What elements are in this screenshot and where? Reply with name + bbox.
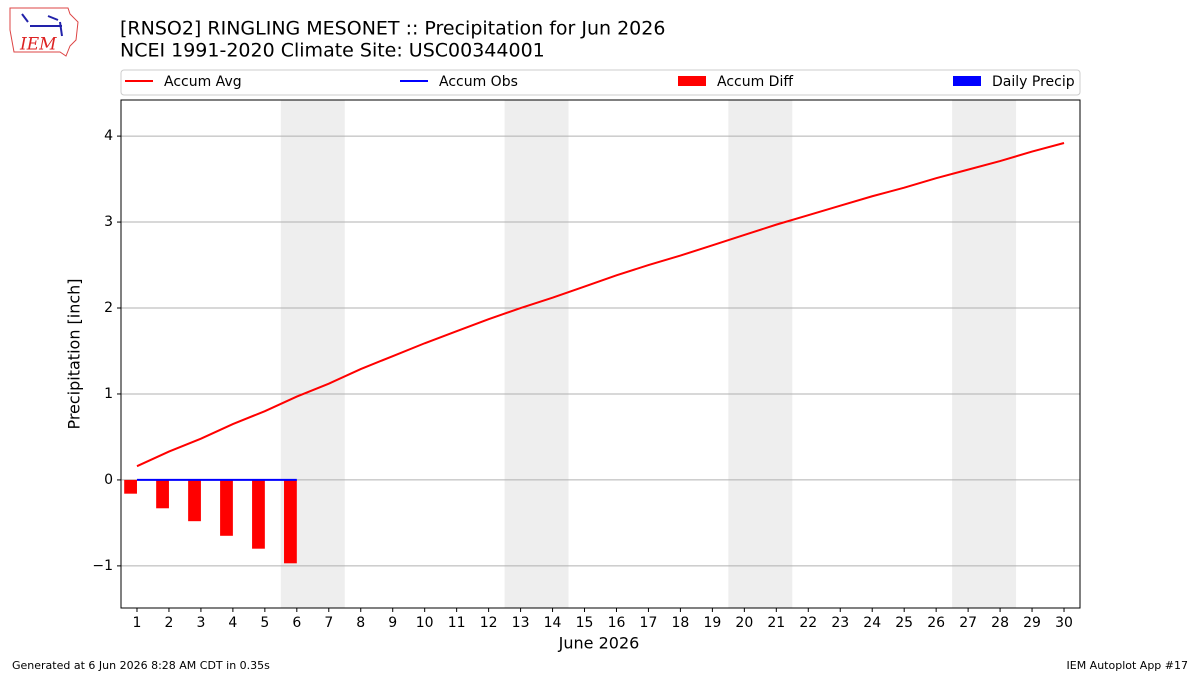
weekend-span — [728, 100, 793, 608]
x-tick-label: 13 — [512, 615, 530, 631]
x-tick-label: 12 — [480, 615, 498, 631]
plot-frame — [120, 99, 1081, 609]
logo-text: IEM — [19, 35, 57, 55]
x-tick-label: 22 — [799, 615, 817, 631]
y-tick-label: 2 — [104, 300, 113, 316]
bar — [252, 479, 265, 549]
x-tick-label: 30 — [1055, 615, 1073, 631]
footer-right: IEM Autoplot App #17 — [1067, 659, 1189, 672]
x-tick-label: 29 — [1023, 615, 1041, 631]
x-tick-label: 18 — [672, 615, 690, 631]
legend-label: Accum Obs — [439, 74, 518, 90]
bar — [188, 479, 201, 522]
x-tick-label: 28 — [991, 615, 1009, 631]
chart-title: [RNSO2] RINGLING MESONET :: Precipitatio… — [120, 18, 665, 40]
legend-label: Accum Avg — [164, 74, 242, 90]
x-tick-label: 2 — [164, 615, 173, 631]
bar — [220, 479, 233, 536]
y-tick-label: −1 — [92, 558, 113, 574]
legend-label: Accum Diff — [717, 74, 793, 90]
x-tick-label: 5 — [260, 615, 269, 631]
x-tick-label: 14 — [544, 615, 562, 631]
y-tick-label: 0 — [104, 472, 113, 488]
x-axis-label: June 2026 — [558, 634, 640, 653]
x-tick-label: 3 — [196, 615, 205, 631]
x-tick-label: 17 — [640, 615, 658, 631]
y-tick-label: 3 — [104, 214, 113, 230]
x-tick-label: 11 — [448, 615, 466, 631]
bar — [156, 479, 169, 509]
x-tick-label: 20 — [735, 615, 753, 631]
legend-swatch — [678, 76, 706, 86]
x-tick-label: 16 — [608, 615, 626, 631]
x-tick-label: 10 — [416, 615, 434, 631]
y-axis-label: Precipitation [inch] — [65, 278, 84, 429]
x-tick-label: 9 — [388, 615, 397, 631]
legend-label: Daily Precip — [992, 74, 1075, 90]
bar — [124, 479, 137, 494]
x-tick-label: 6 — [292, 615, 301, 631]
bar — [284, 479, 297, 564]
chart-subtitle: NCEI 1991-2020 Climate Site: USC00344001 — [120, 40, 545, 62]
x-tick-label: 15 — [576, 615, 594, 631]
x-tick-label: 8 — [356, 615, 365, 631]
logo-icon — [21, 13, 63, 37]
y-tick-label: 1 — [104, 386, 113, 402]
weekend-span — [952, 100, 1017, 608]
footer-left: Generated at 6 Jun 2026 8:28 AM CDT in 0… — [12, 659, 270, 672]
legend-box — [120, 69, 1081, 96]
y-tick-label: 4 — [104, 128, 113, 144]
logo: IEM — [9, 7, 79, 57]
x-tick-label: 24 — [863, 615, 881, 631]
x-tick-label: 27 — [959, 615, 977, 631]
x-tick-label: 1 — [133, 615, 142, 631]
line — [136, 142, 1065, 468]
x-tick-label: 25 — [895, 615, 913, 631]
x-tick-label: 21 — [767, 615, 785, 631]
x-tick-label: 7 — [324, 615, 333, 631]
weekend-span — [504, 100, 569, 608]
x-tick-label: 26 — [927, 615, 945, 631]
x-tick-label: 19 — [703, 615, 721, 631]
x-tick-label: 23 — [831, 615, 849, 631]
legend-swatch — [953, 76, 981, 86]
x-tick-label: 4 — [228, 615, 237, 631]
